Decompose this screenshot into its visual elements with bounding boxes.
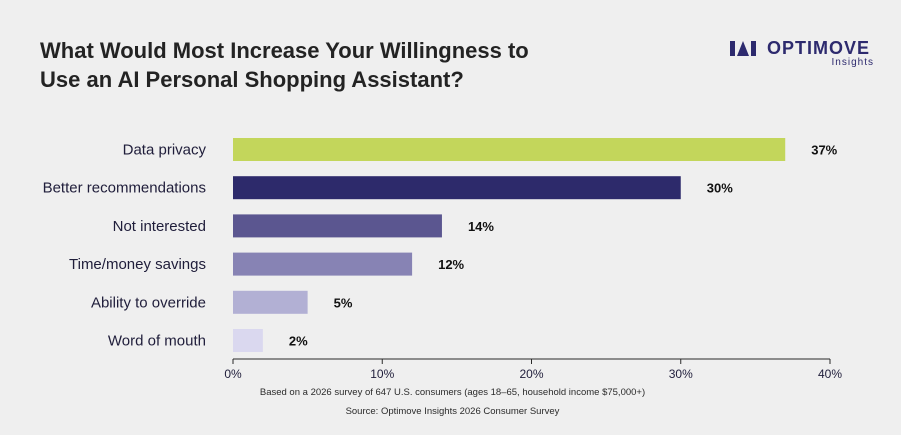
bars-layer: Data privacy 37% Better recommendations 30%… [43,138,838,352]
x-tick-label: 10% [370,367,394,381]
source-footnote: Source: Optimove Insights 2026 Consumer … [345,406,560,417]
chart-title-line-1: What Would Most Increase Your Willingnes… [40,38,529,63]
value-label: 5% [334,295,353,310]
chart-title-line-2: Use an AI Personal Shopping Assistant? [40,67,464,92]
category-label: Data privacy [123,142,207,159]
bar [233,290,308,314]
value-label: 30% [707,181,733,196]
category-label: Word of mouth [108,333,206,350]
category-label: Better recommendations [43,180,206,197]
bar [233,138,786,161]
bar [233,176,681,200]
category-label: Time/money savings [69,256,206,273]
category-label: Ability to override [91,294,206,311]
value-label: 12% [438,257,464,272]
logo-name: OPTIMOVE [767,38,871,58]
chart-title: What Would Most Increase Your Willingnes… [40,36,600,94]
x-tick-label: 20% [519,367,543,381]
x-tick-label: 0% [224,367,242,381]
value-label: 14% [468,219,494,234]
x-tick-label: 30% [669,367,693,381]
value-label: 37% [811,143,837,158]
logo-subtitle: Insights [831,57,874,68]
bar [233,252,413,276]
survey-footnote: Based on a 2026 survey of 647 U.S. consu… [259,387,646,398]
bar [233,214,442,238]
bar [233,329,263,352]
value-label: 2% [289,334,308,349]
x-tick-label: 40% [818,367,842,381]
category-label: Not interested [113,218,206,235]
optimove-logo-icon [730,41,756,56]
optimove-logo: OPTIMOVE Insights [730,38,880,72]
x-axis-ticks: 0% 10% 20% 30% 40% [224,359,842,381]
